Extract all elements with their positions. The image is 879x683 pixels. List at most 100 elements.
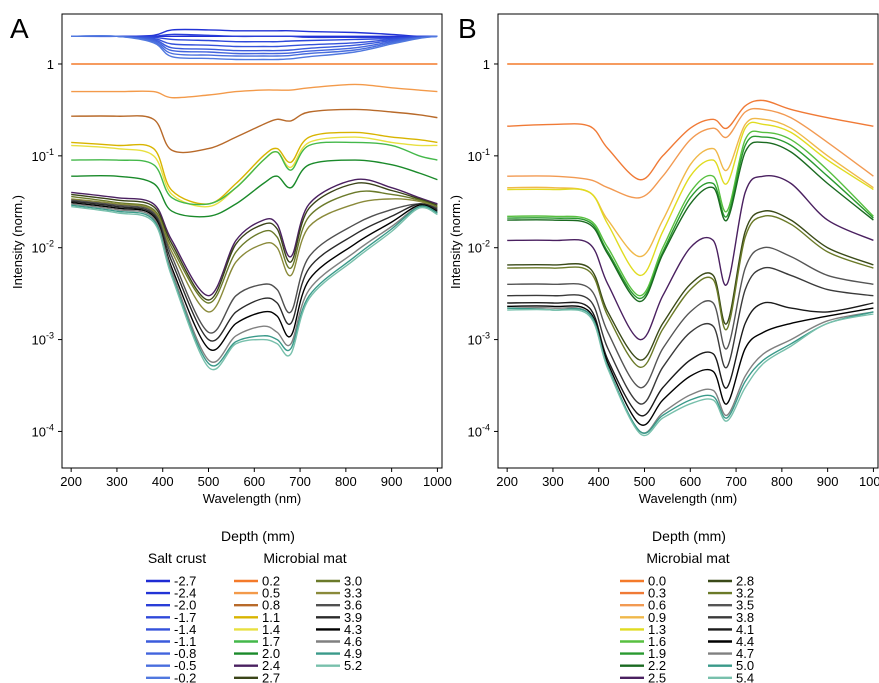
series-line-3.9 bbox=[71, 200, 438, 342]
y-tick-label: 10-4 bbox=[468, 422, 490, 439]
x-tick-label: 400 bbox=[588, 474, 610, 489]
legend-label: -2.0 bbox=[174, 598, 196, 613]
y-tick-label: 10-3 bbox=[32, 331, 54, 348]
series-line-5.2 bbox=[71, 205, 438, 371]
y-tick-label: 1 bbox=[47, 57, 54, 72]
series-line-2.0 bbox=[71, 159, 438, 218]
legend-label: 2.8 bbox=[736, 574, 754, 589]
x-tick-label: 700 bbox=[725, 474, 747, 489]
y-tick-label: 10-2 bbox=[468, 239, 490, 256]
series-line-3.5 bbox=[507, 246, 874, 389]
legend-label: 4.4 bbox=[736, 634, 754, 649]
legend-label: 2.7 bbox=[262, 670, 280, 683]
legend-label: 5.2 bbox=[344, 658, 362, 673]
series-line-1.3 bbox=[507, 121, 874, 277]
legend-label: 3.2 bbox=[736, 586, 754, 601]
series-group bbox=[507, 63, 874, 437]
legend-label: 5.0 bbox=[736, 658, 754, 673]
x-tick-label: 700 bbox=[289, 474, 311, 489]
panel-a: A 200 300 400 500 600 700 800 900 1000 10-4 10-3 10… bbox=[10, 13, 452, 506]
legend-label: 3.9 bbox=[344, 610, 362, 625]
series-line-4.9 bbox=[71, 204, 438, 367]
series-line-1.9 bbox=[507, 135, 874, 300]
y-tick-label: 10-3 bbox=[468, 331, 490, 348]
axis-ticks: 200 300 400 500 600 700 800 900 1000 10-4 10-3 10-2… bbox=[32, 57, 452, 489]
legend-label: 2.2 bbox=[648, 658, 666, 673]
legend-label: 1.6 bbox=[648, 634, 666, 649]
legend-label: 4.3 bbox=[344, 622, 362, 637]
legend-group-title: Microbial mat bbox=[646, 550, 729, 566]
legend-label: 1.7 bbox=[262, 634, 280, 649]
legend-label: 2.4 bbox=[262, 658, 280, 673]
legend-label: 0.9 bbox=[648, 610, 666, 625]
x-tick-label: 800 bbox=[335, 474, 357, 489]
x-tick-label: 500 bbox=[634, 474, 656, 489]
series-line-3.3 bbox=[71, 198, 438, 313]
series-line-1.1 bbox=[71, 131, 438, 205]
series-line-0.5 bbox=[71, 83, 438, 99]
legend-title: Depth (mm) bbox=[221, 528, 295, 544]
series-line-4.3 bbox=[71, 201, 438, 352]
x-tick-label: 800 bbox=[771, 474, 793, 489]
legend-label: 3.3 bbox=[344, 586, 362, 601]
series-line-5.4 bbox=[507, 308, 874, 437]
series-line-3.2 bbox=[507, 215, 874, 368]
series-line-1.4 bbox=[71, 136, 438, 208]
x-tick-label: 300 bbox=[542, 474, 564, 489]
legend-label: 0.5 bbox=[262, 586, 280, 601]
legend-a: Depth (mm) Salt crust Microbial mat -2.7… bbox=[146, 528, 362, 683]
legend-label: 3.0 bbox=[344, 574, 362, 589]
legend-label: 3.8 bbox=[736, 610, 754, 625]
legend-label: 4.7 bbox=[736, 646, 754, 661]
plot-frame bbox=[61, 13, 443, 469]
y-tick-label: 10-2 bbox=[32, 239, 54, 256]
x-tick-label: 500 bbox=[198, 474, 220, 489]
legend-label: 1.1 bbox=[262, 610, 280, 625]
x-axis-label: Wavelength (nm) bbox=[203, 491, 302, 506]
legend-label: 0.3 bbox=[648, 586, 666, 601]
legend-label: -2.4 bbox=[174, 586, 196, 601]
series-line--2.0 bbox=[71, 33, 438, 39]
series-line--0.5 bbox=[71, 35, 438, 57]
x-tick-label: 400 bbox=[152, 474, 174, 489]
x-axis-label: Wavelength (nm) bbox=[639, 491, 738, 506]
legend-label: 1.3 bbox=[648, 622, 666, 637]
legend-label: -1.4 bbox=[174, 622, 196, 637]
legend-label: 2.5 bbox=[648, 670, 666, 683]
series-line-0.3 bbox=[507, 99, 874, 181]
y-axis-label: Intensity (norm.) bbox=[448, 195, 463, 289]
series-line--1.4 bbox=[71, 35, 438, 48]
panel-label: A bbox=[10, 13, 29, 44]
series-group bbox=[71, 28, 438, 371]
series-line--1.7 bbox=[71, 35, 438, 43]
series-line-4.1 bbox=[507, 301, 874, 417]
series-line--1.1 bbox=[71, 35, 438, 52]
x-tick-label: 600 bbox=[679, 474, 701, 489]
y-axis-label: Intensity (norm.) bbox=[10, 195, 25, 289]
legend-label: 2.0 bbox=[262, 646, 280, 661]
legend-label: -0.8 bbox=[174, 646, 196, 661]
series-line-1.6 bbox=[507, 130, 874, 297]
legend-label: 5.4 bbox=[736, 670, 754, 683]
legend-label: 4.1 bbox=[736, 622, 754, 637]
y-tick-label: 10-4 bbox=[32, 422, 54, 439]
legend-b: Depth (mm) Microbial mat 0.00.30.60.91.3… bbox=[620, 528, 754, 683]
x-tick-label: 900 bbox=[381, 474, 403, 489]
series-line-5.0 bbox=[507, 307, 874, 434]
x-tick-label: 200 bbox=[496, 474, 518, 489]
series-line-2.7 bbox=[71, 182, 438, 301]
x-tick-label: 1000 bbox=[859, 474, 879, 489]
series-line-0.8 bbox=[71, 108, 438, 154]
legend-label: -2.7 bbox=[174, 574, 196, 589]
series-line--2.4 bbox=[71, 28, 438, 38]
legend-label: 0.2 bbox=[262, 574, 280, 589]
legend-label: 3.5 bbox=[736, 598, 754, 613]
series-line-3.0 bbox=[71, 190, 438, 304]
series-line-2.8 bbox=[507, 210, 874, 361]
legend-label: -1.1 bbox=[174, 634, 196, 649]
series-line--0.8 bbox=[71, 35, 438, 55]
legend-group-title: Salt crust bbox=[148, 550, 206, 566]
legend-label: 1.9 bbox=[648, 646, 666, 661]
series-line-2.4 bbox=[71, 178, 438, 297]
